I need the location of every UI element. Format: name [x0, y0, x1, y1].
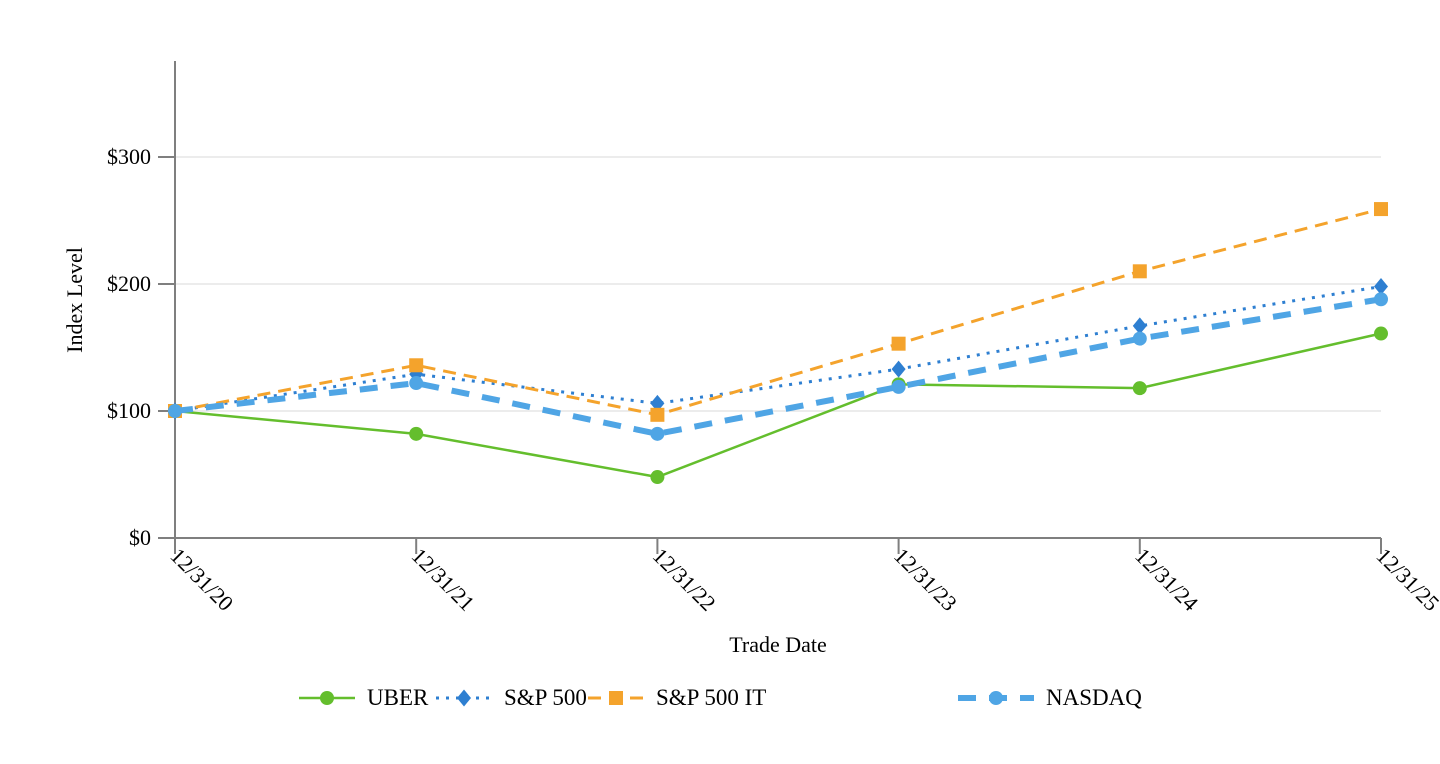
legend-sample-nasdaq [958, 691, 1034, 705]
x-tick-label-12-31-20: 12/31/20 [165, 543, 238, 616]
legend-sample-s-p-500 [436, 689, 492, 707]
uber-marker [1374, 326, 1388, 341]
s-p-500-it-series [168, 202, 1388, 422]
uber-series [168, 326, 1388, 485]
y-tick-label-300: $300 [107, 144, 151, 169]
legend-item-uber: UBER [298, 686, 428, 710]
legend-item-s-p-500-it: S&P 500 IT [587, 686, 766, 710]
legend-item-s-p-500: S&P 500 [435, 686, 587, 710]
x-axis-title: Trade Date [729, 632, 827, 657]
x-tick-label-12-31-24: 12/31/24 [1130, 543, 1203, 616]
s-p-500-it-marker [891, 336, 906, 351]
s-p-500-it-marker [1132, 264, 1147, 279]
x-tick-label-12-31-22: 12/31/22 [648, 543, 721, 616]
legend-item-nasdaq: NASDAQ [957, 686, 1142, 710]
s-p-500-marker [891, 360, 906, 378]
s-p-500-it-marker [1374, 202, 1388, 217]
x-tick-label-12-31-23: 12/31/23 [889, 543, 962, 616]
uber-marker [650, 470, 665, 485]
legend-marker-s-p-500-it [609, 691, 623, 705]
nasdaq-marker [409, 376, 424, 391]
legend-label-s-p-500-it: S&P 500 IT [656, 685, 767, 710]
nasdaq-marker [650, 426, 665, 441]
legend-label-s-p-500: S&P 500 [504, 685, 587, 710]
s-p-500-it-line [174, 207, 1382, 417]
legend-marker-nasdaq [989, 691, 1003, 705]
y-tick-label-200: $200 [107, 271, 151, 296]
y-axis-title: Index Level [62, 247, 87, 353]
x-tick-label-12-31-25: 12/31/25 [1371, 543, 1440, 616]
legend-marker-s-p-500 [457, 689, 471, 707]
s-p-500-marker [1374, 278, 1388, 296]
nasdaq-marker [1132, 331, 1147, 346]
nasdaq-marker [1374, 292, 1388, 307]
s-p-500-line [174, 285, 1382, 413]
y-tick-label-0: $0 [129, 525, 151, 550]
x-tick-label-12-31-21: 12/31/21 [407, 543, 480, 616]
uber-line [174, 332, 1382, 479]
s-p-500-marker [1132, 317, 1147, 335]
y-tick-label-100: $100 [107, 398, 151, 423]
uber-marker [409, 426, 424, 441]
legend-marker-uber [320, 691, 334, 705]
s-p-500-it-marker [650, 407, 665, 422]
uber-marker [1132, 381, 1147, 396]
s-p-500-series [168, 278, 1388, 420]
legend-label-nasdaq: NASDAQ [1046, 685, 1142, 710]
legend-label-uber: UBER [367, 685, 429, 710]
nasdaq-marker [891, 379, 906, 394]
s-p-500-marker [650, 394, 665, 412]
nasdaq-series [168, 292, 1388, 441]
legend-sample-s-p-500-it [588, 691, 644, 705]
legend-sample-uber [299, 691, 355, 705]
nasdaq-marker [168, 404, 182, 418]
nasdaq-line [174, 296, 1382, 437]
s-p-500-it-marker [409, 358, 424, 373]
